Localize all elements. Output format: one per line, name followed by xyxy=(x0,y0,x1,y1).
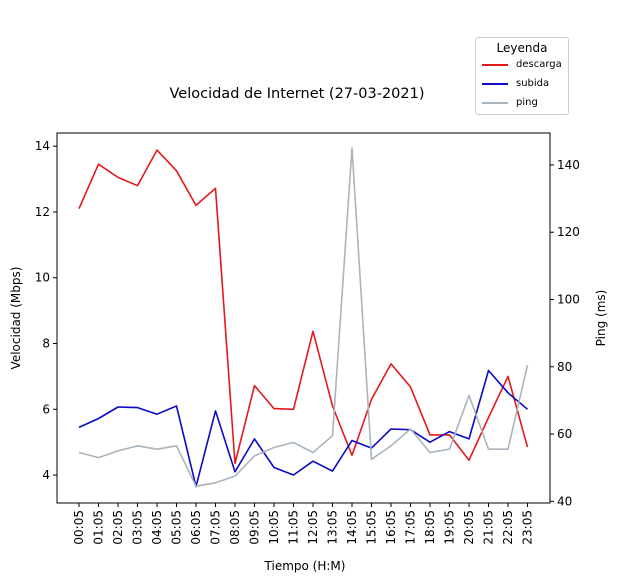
x-tick-label-03:05: 03:05 xyxy=(131,510,145,545)
chart-title: Velocidad de Internet (27-03-2021) xyxy=(169,86,424,102)
legend: Leyenda descarga subida ping xyxy=(475,37,569,115)
y-left-tick-label-12: 12 xyxy=(35,205,50,219)
y-right-tick-label-120: 120 xyxy=(557,225,580,239)
x-tick-label-15:05: 15:05 xyxy=(365,510,379,545)
y-right-tick-label-80: 80 xyxy=(557,360,572,374)
x-tick-label-09:05: 09:05 xyxy=(248,510,262,545)
x-tick-label-11:05: 11:05 xyxy=(287,510,301,545)
x-tick-label-04:05: 04:05 xyxy=(150,510,164,545)
legend-swatch-descarga xyxy=(482,63,508,66)
y-right-tick-label-100: 100 xyxy=(557,293,580,307)
legend-entry-ping: ping xyxy=(476,93,568,112)
y-axis-label-left: Velocidad (Mbps) xyxy=(9,267,23,370)
y-left-tick-label-4: 4 xyxy=(42,468,50,482)
series-line-descarga xyxy=(78,149,529,465)
y-right-tick-label-40: 40 xyxy=(557,494,572,508)
y-left-tick-label-8: 8 xyxy=(42,336,50,350)
x-tick-label-02:05: 02:05 xyxy=(111,510,125,545)
x-tick-label-14:05: 14:05 xyxy=(345,510,359,545)
x-tick-label-00:05: 00:05 xyxy=(72,510,86,545)
legend-swatch-ping xyxy=(482,101,508,104)
series-line-subida xyxy=(78,369,529,488)
x-tick-label-23:05: 23:05 xyxy=(521,510,535,545)
legend-entry-subida: subida xyxy=(476,74,568,93)
x-axis-label: Tiempo (H:M) xyxy=(264,559,346,573)
x-tick-label-22:05: 22:05 xyxy=(501,510,515,545)
legend-label-ping: ping xyxy=(516,97,538,108)
x-tick-label-07:05: 07:05 xyxy=(209,510,223,545)
y-left-tick-label-10: 10 xyxy=(35,271,50,285)
x-tick-label-19:05: 19:05 xyxy=(443,510,457,545)
legend-label-descarga: descarga xyxy=(516,59,562,70)
series-line-ping xyxy=(78,147,529,488)
y-left-tick-label-6: 6 xyxy=(42,402,50,416)
x-tick-label-16:05: 16:05 xyxy=(384,510,398,545)
x-tick-label-20:05: 20:05 xyxy=(462,510,476,545)
legend-swatch-subida xyxy=(482,82,508,85)
legend-label-subida: subida xyxy=(516,78,550,89)
legend-title: Leyenda xyxy=(496,41,548,55)
plot-area: 4 6 8 10 12 14 40 60 80 100 120 140 00:05 01:05 02:05 0… xyxy=(35,132,580,545)
x-tick-label-06:05: 06:05 xyxy=(189,510,203,545)
x-tick-label-01:05: 01:05 xyxy=(92,510,106,545)
x-tick-label-12:05: 12:05 xyxy=(306,510,320,545)
y-right-tick-label-60: 60 xyxy=(557,427,572,441)
y-axis-label-right: Ping (ms) xyxy=(594,290,608,347)
x-tick-label-13:05: 13:05 xyxy=(326,510,340,545)
plot-frame xyxy=(56,132,551,504)
x-tick-label-08:05: 08:05 xyxy=(228,510,242,545)
x-tick-label-10:05: 10:05 xyxy=(267,510,281,545)
x-tick-label-17:05: 17:05 xyxy=(404,510,418,545)
y-left-tick-label-14: 14 xyxy=(35,139,50,153)
legend-entry-descarga: descarga xyxy=(476,55,568,74)
x-tick-label-05:05: 05:05 xyxy=(170,510,184,545)
y-right-tick-label-140: 140 xyxy=(557,158,580,172)
x-tick-label-21:05: 21:05 xyxy=(482,510,496,545)
x-tick-label-18:05: 18:05 xyxy=(423,510,437,545)
